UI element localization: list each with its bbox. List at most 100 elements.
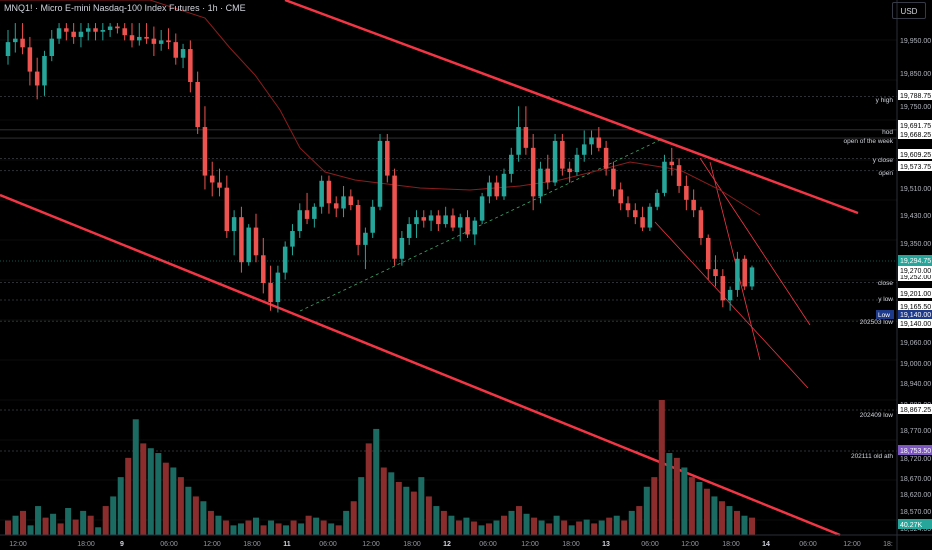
level-name-label: y low (878, 296, 893, 303)
candle-body (79, 32, 84, 37)
volume-bar (704, 489, 710, 535)
candle-body (728, 290, 733, 300)
candle-body (560, 141, 565, 169)
volume-bar (230, 525, 236, 535)
price-label-text: 19,609.25 (900, 152, 931, 159)
volume-bar (223, 521, 229, 535)
volume-bar (268, 521, 274, 535)
candle-body (28, 47, 33, 71)
time-tick-label: 12:00 (362, 541, 380, 548)
volume-bar (621, 521, 627, 535)
candle-body (6, 42, 11, 56)
candle-body (188, 49, 193, 82)
volume-bar (711, 496, 717, 535)
candle-body (546, 169, 551, 183)
volume-bar (366, 443, 372, 535)
volume-bar (261, 525, 267, 535)
time-tick-label: 06:00 (641, 541, 659, 548)
time-tick-label: 11 (283, 541, 291, 548)
candle-body (640, 217, 645, 227)
candle-body (261, 255, 266, 283)
volume-bar (28, 525, 34, 535)
volume-bar (343, 511, 349, 535)
volume-bar (125, 458, 131, 535)
volume-bar (13, 516, 19, 535)
candle-body (370, 207, 375, 233)
volume-bar (88, 516, 94, 535)
volume-bar (644, 487, 650, 535)
volume-bar (448, 516, 454, 535)
candle-body (582, 144, 587, 154)
candle-body (210, 176, 215, 183)
volume-bar (238, 523, 244, 535)
volume-bar (584, 520, 590, 535)
time-tick-label: 18:00 (403, 541, 421, 548)
candle-body (57, 28, 62, 38)
candle-body (35, 72, 40, 86)
candle (385, 134, 390, 183)
time-tick-label: 14 (762, 541, 770, 548)
price-tick-label: 19,950.00 (900, 38, 931, 45)
candle-body (567, 169, 572, 172)
candle-body (13, 39, 18, 42)
price-label-text: 19,270.00 (900, 268, 931, 275)
low-price-text: 19,140.00 (900, 312, 931, 319)
volume-bar (245, 521, 251, 535)
candle-body (159, 40, 164, 43)
candle-body (735, 259, 740, 290)
volume-bar (95, 527, 101, 535)
volume-bar (381, 468, 387, 536)
volume-bar (200, 501, 206, 535)
candle-body (465, 217, 470, 234)
candle (742, 255, 747, 290)
volume-bar (591, 523, 597, 535)
volume-bar (463, 518, 469, 535)
price-tick-label: 19,750.00 (900, 104, 931, 111)
candle-body (494, 183, 499, 197)
volume-bar (73, 520, 79, 535)
currency-button[interactable]: USD (892, 2, 926, 19)
price-label-text: 18,753.50 (900, 448, 931, 455)
price-tick-label: 18,620.00 (900, 492, 931, 499)
candle-body (50, 39, 55, 56)
candle-body (166, 40, 171, 42)
candle-body (195, 82, 200, 127)
candle-body (42, 56, 47, 85)
candle-body (721, 276, 726, 300)
volume-bar (283, 525, 289, 535)
volume-bar (666, 453, 672, 535)
volume-bar (471, 522, 477, 536)
price-tick-label: 19,510.00 (900, 186, 931, 193)
price-tick-label: 19,850.00 (900, 71, 931, 78)
volume-bar (576, 522, 582, 536)
volume-bar (396, 482, 402, 535)
price-tick-label: 19,430.00 (900, 213, 931, 220)
candle-body (392, 176, 397, 259)
volume-bar (486, 523, 492, 535)
price-label-text: 18,867.25 (900, 407, 931, 414)
candle (648, 203, 653, 231)
candle (750, 266, 755, 290)
candle-body (341, 196, 346, 208)
candle-body (451, 215, 456, 227)
volume-bar (719, 501, 725, 535)
time-tick-label: 12:00 (681, 541, 699, 548)
volume-bar (336, 525, 342, 535)
candle-body (122, 28, 127, 35)
candle-body (174, 42, 179, 58)
candle-body (538, 169, 543, 197)
volume-bar (426, 496, 432, 535)
candle-body (130, 35, 135, 40)
candle-body (699, 210, 704, 238)
price-tick-label: 19,350.00 (900, 241, 931, 248)
candle-body (400, 238, 405, 259)
chart-title: MNQ1! · Micro E-mini Nasdaq-100 Index Fu… (4, 3, 246, 13)
volume-bar (516, 506, 522, 535)
candle-body (217, 183, 222, 188)
candle-body (429, 215, 434, 220)
volume-bar (509, 511, 515, 535)
candle-body (334, 203, 339, 208)
time-tick-label: 06:00 (799, 541, 817, 548)
volume-bar (524, 514, 530, 535)
